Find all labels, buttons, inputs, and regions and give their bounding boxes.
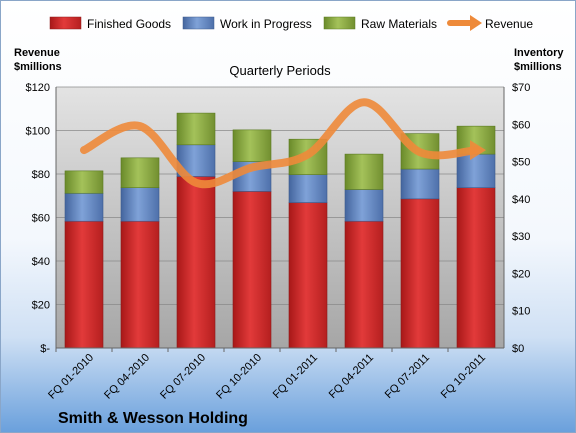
- x-tick-label: FQ 07-2010: [158, 352, 208, 402]
- bar-finished-goods: [176, 176, 216, 349]
- bar-work-in-progress: [288, 174, 328, 203]
- left-tick-label: $40: [32, 256, 50, 268]
- bar-raw-materials: [120, 157, 160, 188]
- chart-subtitle: Quarterly Periods: [229, 63, 331, 78]
- bar-finished-goods: [400, 198, 440, 349]
- bar-work-in-progress: [456, 153, 496, 188]
- right-tick-label: $30: [512, 231, 530, 243]
- bar-raw-materials: [232, 129, 272, 162]
- x-tick-label: FQ 04-2011: [327, 352, 376, 401]
- x-tick-label: FQ 01-2010: [46, 352, 96, 402]
- bar-raw-materials: [64, 170, 104, 194]
- bar-finished-goods: [344, 220, 384, 349]
- left-tick-label: $120: [26, 82, 50, 94]
- right-tick-label: $60: [512, 119, 530, 131]
- left-tick-label: $100: [26, 126, 50, 138]
- legend-swatch-work-in-progress: [182, 16, 215, 30]
- legend-label-finished-goods: Finished Goods: [87, 17, 171, 31]
- right-tick-label: $20: [512, 268, 530, 280]
- x-tick-label: FQ 10-2011: [439, 352, 488, 401]
- x-tick-label: FQ 07-2011: [383, 352, 432, 401]
- right-tick-label: $70: [512, 82, 530, 94]
- legend-label-raw-materials: Raw Materials: [361, 17, 437, 31]
- left-axis-title-line1: Revenue: [14, 47, 60, 59]
- right-tick-label: $0: [512, 343, 524, 355]
- legend-swatch-revenue: [447, 15, 482, 31]
- revenue-line-layer: [80, 98, 486, 189]
- right-tick-label: $50: [512, 157, 530, 169]
- bar-finished-goods: [456, 187, 496, 349]
- bar-raw-materials: [176, 112, 216, 146]
- bar-raw-materials: [344, 153, 384, 190]
- legend-swatch-raw-materials: [323, 16, 356, 30]
- x-tick-label: FQ 04-2010: [102, 352, 152, 402]
- x-tick-label: FQ 10-2010: [214, 352, 264, 402]
- right-axis-title-line2: $millions: [514, 61, 562, 73]
- bar-work-in-progress: [344, 189, 384, 222]
- legend-swatch-finished-goods: [49, 16, 82, 30]
- x-tick-label: FQ 01-2011: [271, 352, 320, 401]
- right-axis-title-line1: Inventory: [514, 47, 564, 59]
- bar-finished-goods: [288, 202, 328, 349]
- left-tick-label: $80: [32, 169, 50, 181]
- bar-finished-goods: [120, 220, 160, 349]
- bar-work-in-progress: [120, 187, 160, 222]
- bars: [64, 112, 496, 349]
- bar-work-in-progress: [400, 168, 440, 200]
- bar-finished-goods: [232, 191, 272, 349]
- bar-finished-goods: [64, 220, 104, 349]
- left-tick-label: $60: [32, 213, 50, 225]
- revenue-line: [80, 98, 480, 189]
- right-tick-label: $10: [512, 306, 530, 318]
- legend-label-work-in-progress: Work in Progress: [220, 17, 312, 31]
- left-axis-title-line2: $millions: [14, 61, 62, 73]
- legend: Finished Goods Work in Progress Raw Mate…: [49, 15, 533, 31]
- right-tick-label: $40: [512, 194, 530, 206]
- company-name: Smith & Wesson Holding: [58, 410, 248, 427]
- revenue-arrowhead: [470, 140, 486, 161]
- left-tick-label: $20: [32, 300, 50, 312]
- legend-label-revenue: Revenue: [485, 17, 533, 31]
- bar-work-in-progress: [64, 192, 104, 222]
- left-tick-label: $-: [40, 343, 50, 355]
